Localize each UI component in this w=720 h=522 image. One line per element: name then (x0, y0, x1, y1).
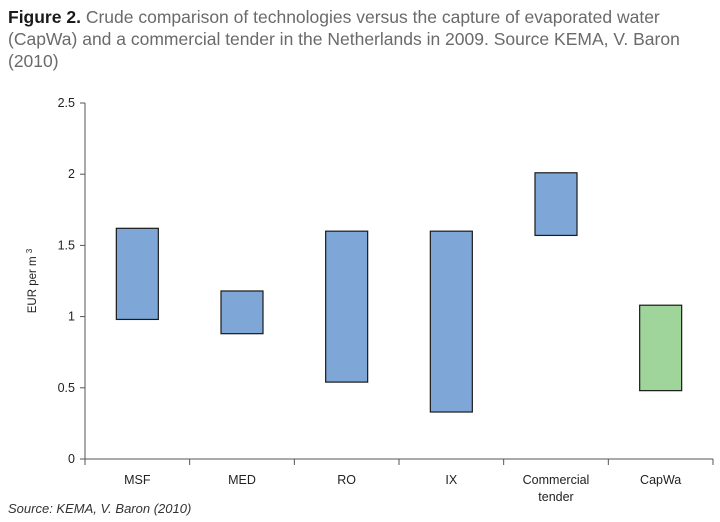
y-tick-label: 0 (68, 452, 75, 466)
x-tick-label: IX (445, 473, 457, 487)
caption-text: Crude comparison of technologies versus … (8, 7, 680, 71)
chart-bars (115, 172, 683, 413)
figure-label: Figure 2. (8, 7, 81, 27)
x-tick-label: MED (228, 473, 256, 487)
y-tick-label: 2 (68, 167, 75, 181)
y-tick-label: 1 (68, 310, 75, 324)
range-bar-capwa (639, 304, 683, 392)
range-bar-ro (325, 230, 369, 383)
x-tick-label: CapWa (640, 473, 681, 487)
x-tick-label: RO (337, 473, 356, 487)
y-tick-label: 0.5 (58, 381, 75, 395)
x-tick-label: MSF (124, 473, 151, 487)
chart-axes (80, 102, 714, 465)
range-bar-med (220, 290, 264, 335)
range-bar-commercial-tender (534, 172, 578, 237)
range-bar-ix (429, 230, 473, 413)
y-tick-label: 1.5 (58, 238, 75, 252)
y-tick-label: 2.5 (58, 96, 75, 110)
range-bar-msf (115, 227, 159, 321)
chart-labels: 0 0.5 1 1.5 2 2.5 EUR per m 3 MSF MED RO IX Commerc… (25, 96, 682, 504)
figure-caption: Figure 2. Crude comparison of technologi… (8, 6, 708, 72)
source-note: Source: KEMA, V. Baron (2010) (8, 501, 192, 516)
x-tick-label: Commercial tender (523, 473, 590, 504)
y-axis-label: EUR per m 3 (25, 248, 40, 313)
